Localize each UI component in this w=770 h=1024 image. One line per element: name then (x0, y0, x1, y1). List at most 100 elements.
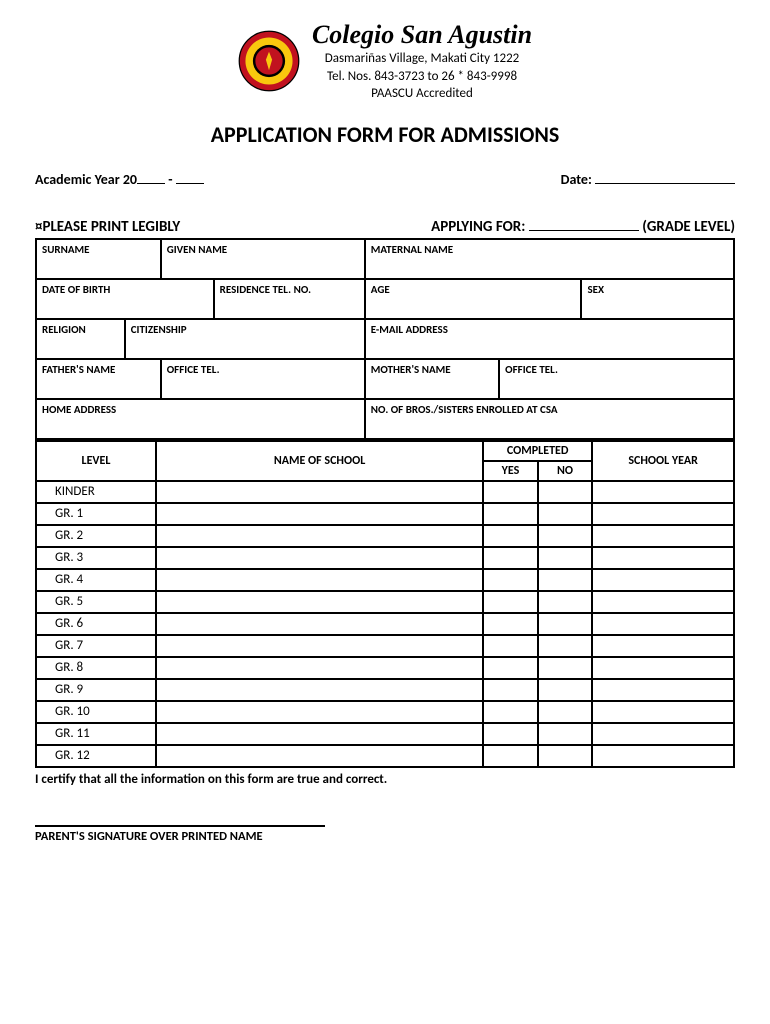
school-cell[interactable] (156, 635, 483, 657)
school-year-cell[interactable] (592, 547, 734, 569)
applying-for-blank[interactable] (529, 216, 639, 231)
no-cell[interactable] (538, 503, 593, 525)
applying-for: APPLYING FOR: (GRADE LEVEL) (431, 216, 735, 236)
school-year-cell[interactable] (592, 525, 734, 547)
yes-cell[interactable] (483, 635, 538, 657)
print-legibly: ¤PLEASE PRINT LEGIBLY (35, 218, 180, 236)
home-address-field[interactable]: HOME ADDRESS (36, 399, 365, 439)
no-cell[interactable] (538, 701, 593, 723)
res-tel-field[interactable]: RESIDENCE TEL. NO. (214, 279, 365, 319)
school-year-cell[interactable] (592, 723, 734, 745)
school-year-cell[interactable] (592, 591, 734, 613)
no-cell[interactable] (538, 635, 593, 657)
school-year-cell[interactable] (592, 679, 734, 701)
yes-cell[interactable] (483, 723, 538, 745)
school-accred: PAASCU Accredited (312, 85, 532, 103)
year-blank-2[interactable] (176, 170, 204, 184)
school-year-cell[interactable] (592, 481, 734, 503)
level-cell: GR. 4 (36, 569, 156, 591)
certify-text: I certify that all the information on th… (35, 772, 735, 787)
school-name: Colegio San Agustin (312, 20, 532, 50)
school-year-cell[interactable] (592, 657, 734, 679)
school-cell[interactable] (156, 701, 483, 723)
no-cell[interactable] (538, 525, 593, 547)
dob-field[interactable]: DATE OF BIRTH (36, 279, 214, 319)
yes-cell[interactable] (483, 591, 538, 613)
religion-field[interactable]: RELIGION (36, 319, 125, 359)
history-row: GR. 4 (36, 569, 734, 591)
level-cell: GR. 3 (36, 547, 156, 569)
school-cell[interactable] (156, 569, 483, 591)
school-year-cell[interactable] (592, 635, 734, 657)
no-cell[interactable] (538, 613, 593, 635)
year-dash: - (165, 171, 176, 188)
header: Colegio San Agustin Dasmariñas Village, … (35, 20, 735, 103)
school-tel: Tel. Nos. 843-3723 to 26 * 843-9998 (312, 68, 532, 86)
year-blank-1[interactable] (137, 170, 165, 184)
father-name-field[interactable]: FATHER'S NAME (36, 359, 161, 399)
no-cell[interactable] (538, 481, 593, 503)
email-field[interactable]: E-MAIL ADDRESS (365, 319, 734, 359)
yes-cell[interactable] (483, 569, 538, 591)
yes-cell[interactable] (483, 613, 538, 635)
sex-field[interactable]: SEX (581, 279, 734, 319)
yes-cell[interactable] (483, 657, 538, 679)
school-header: NAME OF SCHOOL (156, 441, 483, 481)
yes-cell[interactable] (483, 547, 538, 569)
maternal-name-field[interactable]: MATERNAL NAME (365, 239, 734, 279)
school-year-cell[interactable] (592, 503, 734, 525)
school-cell[interactable] (156, 591, 483, 613)
meta-row: Academic Year 20 - Date: (35, 170, 735, 188)
yes-header: YES (483, 461, 538, 481)
level-header: LEVEL (36, 441, 156, 481)
completed-header: COMPLETED (483, 441, 592, 461)
no-cell[interactable] (538, 657, 593, 679)
school-cell[interactable] (156, 547, 483, 569)
siblings-field[interactable]: NO. OF BROS./SISTERS ENROLLED AT CSA (365, 399, 734, 439)
citizenship-field[interactable]: CITIZENSHIP (125, 319, 365, 359)
age-field[interactable]: AGE (365, 279, 582, 319)
school-year-cell[interactable] (592, 745, 734, 767)
no-cell[interactable] (538, 591, 593, 613)
office-tel1-field[interactable]: OFFICE TEL. (161, 359, 365, 399)
given-name-field[interactable]: GIVEN NAME (161, 239, 365, 279)
mother-name-field[interactable]: MOTHER'S NAME (365, 359, 499, 399)
history-row: GR. 3 (36, 547, 734, 569)
history-row: GR. 12 (36, 745, 734, 767)
yes-cell[interactable] (483, 525, 538, 547)
school-cell[interactable] (156, 481, 483, 503)
school-cell[interactable] (156, 679, 483, 701)
yes-cell[interactable] (483, 701, 538, 723)
school-cell[interactable] (156, 657, 483, 679)
no-cell[interactable] (538, 679, 593, 701)
yes-cell[interactable] (483, 679, 538, 701)
level-cell: GR. 5 (36, 591, 156, 613)
history-row: GR. 1 (36, 503, 734, 525)
school-cell[interactable] (156, 503, 483, 525)
school-year-cell[interactable] (592, 569, 734, 591)
school-history-table: LEVEL NAME OF SCHOOL COMPLETED SCHOOL YE… (35, 440, 735, 768)
level-cell: GR. 2 (36, 525, 156, 547)
grade-level-label: (GRADE LEVEL) (642, 218, 735, 236)
no-cell[interactable] (538, 745, 593, 767)
signature-line[interactable] (35, 825, 325, 827)
no-cell[interactable] (538, 547, 593, 569)
school-year-header: SCHOOL YEAR (592, 441, 734, 481)
date-blank[interactable] (595, 170, 735, 184)
office-tel2-field[interactable]: OFFICE TEL. (499, 359, 734, 399)
school-cell[interactable] (156, 723, 483, 745)
surname-field[interactable]: SURNAME (36, 239, 161, 279)
school-cell[interactable] (156, 745, 483, 767)
yes-cell[interactable] (483, 745, 538, 767)
school-year-cell[interactable] (592, 701, 734, 723)
school-cell[interactable] (156, 613, 483, 635)
school-year-cell[interactable] (592, 613, 734, 635)
yes-cell[interactable] (483, 481, 538, 503)
history-row: GR. 11 (36, 723, 734, 745)
applying-for-label: APPLYING FOR: (431, 218, 525, 236)
school-cell[interactable] (156, 525, 483, 547)
school-logo (238, 30, 300, 92)
no-cell[interactable] (538, 723, 593, 745)
no-cell[interactable] (538, 569, 593, 591)
yes-cell[interactable] (483, 503, 538, 525)
